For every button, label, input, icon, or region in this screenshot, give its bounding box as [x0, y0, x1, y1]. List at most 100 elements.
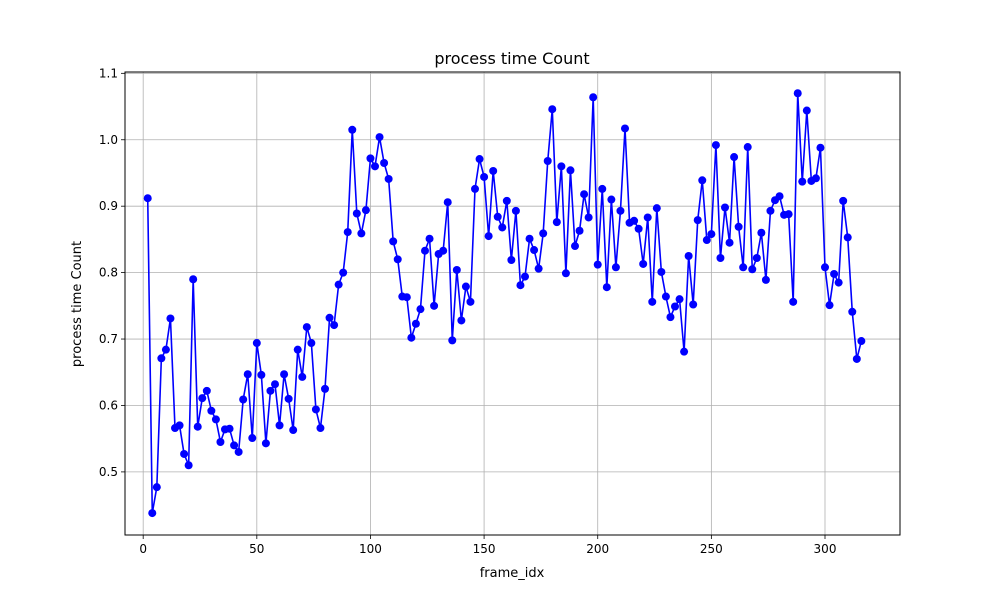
data-point	[443, 198, 452, 207]
data-point	[302, 323, 311, 332]
data-point	[548, 105, 557, 114]
data-point	[366, 154, 375, 163]
data-point	[811, 174, 820, 183]
data-point	[230, 441, 239, 450]
data-point	[575, 226, 584, 235]
data-point	[730, 153, 739, 162]
data-point	[693, 216, 702, 225]
data-point	[193, 422, 202, 431]
data-point	[584, 213, 593, 222]
data-point	[416, 305, 425, 314]
data-point	[707, 230, 716, 239]
data-point	[239, 395, 248, 404]
data-point	[157, 354, 166, 363]
data-point	[761, 275, 770, 284]
data-point	[502, 196, 511, 205]
data-point	[530, 246, 539, 255]
x-tick-label: 50	[249, 542, 264, 556]
y-axis-label: process time Count	[70, 241, 85, 367]
data-point	[480, 172, 489, 181]
data-point	[243, 370, 252, 379]
data-point	[321, 384, 329, 393]
data-point	[389, 237, 398, 246]
chart-title: process time Count	[434, 49, 589, 68]
y-tick-label: 0.8	[99, 266, 118, 280]
data-point	[748, 265, 757, 274]
data-point	[257, 370, 266, 379]
data-point	[743, 143, 752, 152]
x-axis-ticks: 0 50 100 150 200 250 300	[139, 535, 836, 556]
x-axis-label: frame_idx	[480, 566, 545, 581]
data-point	[666, 313, 675, 322]
data-point	[711, 141, 720, 150]
data-point	[425, 234, 434, 243]
data-point	[421, 246, 429, 255]
data-point	[375, 133, 384, 142]
y-tick-label: 0.6	[99, 398, 118, 412]
data-point	[566, 166, 575, 175]
data-point	[284, 394, 293, 403]
data-point	[407, 333, 416, 342]
data-point	[461, 282, 470, 291]
data-point	[293, 345, 302, 354]
x-tick-label: 0	[139, 542, 147, 556]
y-tick-label: 0.9	[99, 199, 118, 213]
data-point	[211, 415, 220, 424]
data-point	[793, 89, 802, 98]
data-point	[757, 228, 766, 237]
data-point	[225, 424, 234, 433]
data-point	[671, 302, 679, 311]
data-point	[452, 265, 461, 274]
data-point	[143, 194, 152, 203]
x-tick-label: 300	[814, 542, 837, 556]
data-point	[339, 268, 348, 277]
data-point	[539, 229, 548, 238]
data-point	[457, 316, 466, 325]
data-point	[684, 252, 693, 260]
data-point	[393, 255, 402, 264]
data-point	[621, 124, 629, 133]
data-point	[330, 321, 339, 330]
data-point	[848, 307, 857, 316]
data-point	[202, 386, 211, 395]
data-point	[189, 275, 198, 284]
data-point	[557, 162, 566, 171]
data-point	[484, 232, 493, 241]
data-point	[652, 204, 661, 213]
data-point	[661, 292, 670, 301]
data-point	[593, 260, 602, 269]
data-point	[489, 166, 498, 175]
data-point	[725, 238, 734, 247]
data-point	[816, 143, 825, 152]
y-tick-label: 1.0	[99, 133, 118, 147]
data-point	[634, 224, 643, 233]
data-point	[825, 301, 834, 310]
data-point	[639, 259, 648, 268]
data-point	[325, 313, 334, 322]
data-point	[830, 269, 839, 278]
data-point	[721, 203, 729, 212]
data-point	[448, 336, 457, 345]
data-point	[852, 354, 861, 363]
data-point	[148, 509, 157, 518]
data-point	[475, 155, 484, 164]
data-point	[589, 93, 598, 102]
data-point	[311, 405, 320, 414]
series-layer	[143, 89, 866, 518]
data-point	[698, 176, 707, 185]
data-point	[716, 254, 725, 262]
data-point	[839, 196, 848, 205]
data-point	[184, 461, 193, 470]
y-tick-label: 0.7	[99, 332, 118, 346]
data-point	[252, 339, 261, 348]
data-point	[216, 438, 225, 446]
y-tick-label: 1.1	[99, 66, 118, 80]
data-point	[316, 424, 325, 433]
data-point	[280, 370, 289, 379]
data-point	[525, 234, 534, 243]
data-point	[821, 263, 829, 272]
data-point	[361, 206, 370, 215]
data-point	[734, 222, 743, 231]
